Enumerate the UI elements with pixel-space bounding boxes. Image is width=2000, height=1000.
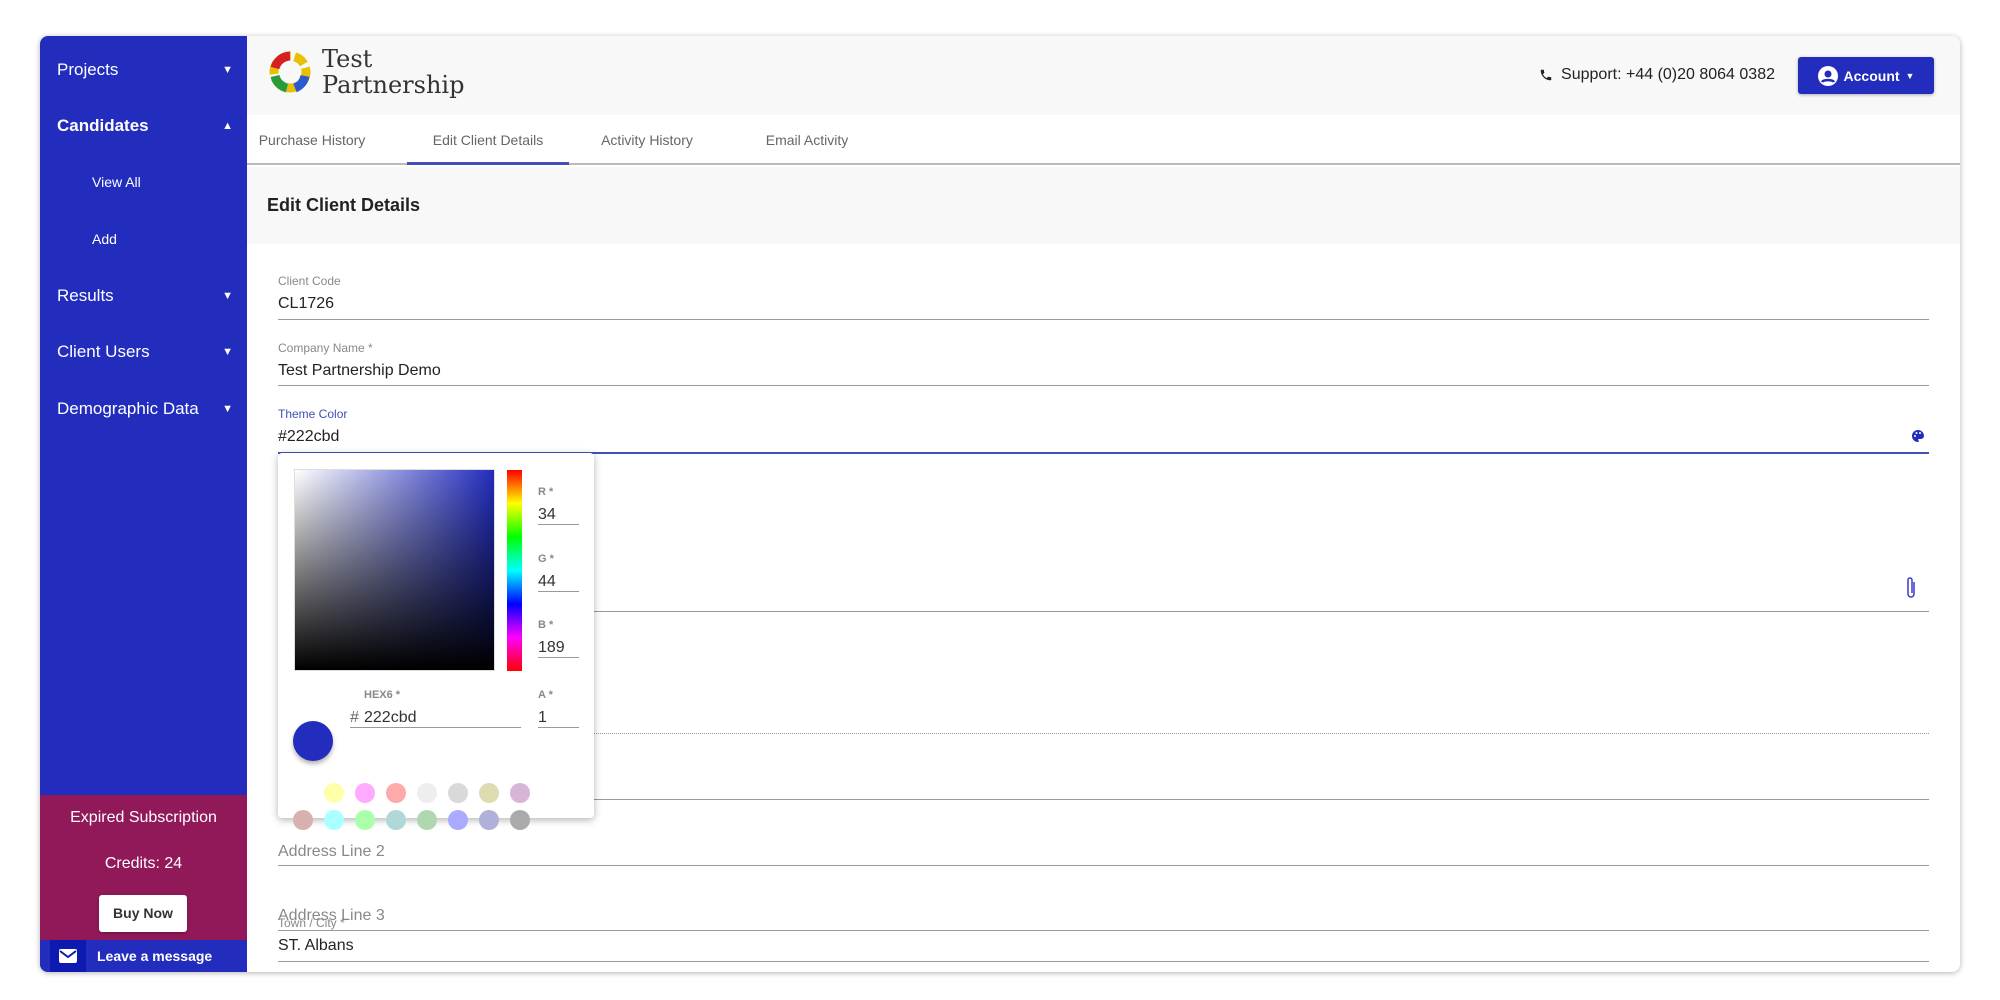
tab-edit-client-details[interactable]: Edit Client Details — [407, 115, 569, 165]
phone-icon — [1540, 69, 1552, 81]
sidebar-item-label: Demographic Data — [57, 399, 199, 418]
leave-message-button[interactable]: Leave a message — [40, 940, 247, 972]
color-swatch[interactable] — [324, 810, 344, 830]
field-label: Theme Color — [278, 407, 348, 421]
palette-icon[interactable] — [1911, 429, 1925, 448]
field-label: Company Name * — [278, 341, 373, 355]
color-swatch[interactable] — [355, 783, 375, 803]
field-value: #222cbd — [278, 428, 340, 445]
sidebar-item-results[interactable]: Results ▼ — [57, 286, 233, 306]
field-placeholder: Address Line 3 — [278, 907, 385, 924]
field-placeholder: Address Line 2 — [278, 843, 385, 860]
field-value: Test Partnership Demo — [278, 362, 441, 379]
sidebar-item-client-users[interactable]: Client Users ▼ — [57, 342, 233, 362]
sidebar-item-add[interactable]: Add — [92, 231, 117, 247]
field-value: ST. Albans — [278, 937, 354, 954]
color-swatch[interactable] — [479, 783, 499, 803]
tab-bar: Purchase History Edit Client Details Act… — [247, 115, 1960, 165]
hue-slider[interactable] — [507, 470, 522, 671]
tab-activity-history[interactable]: Activity History — [601, 132, 693, 148]
disabled-field — [278, 733, 1929, 735]
sidebar-item-projects[interactable]: Projects ▼ — [57, 60, 233, 80]
saturation-picker[interactable] — [294, 469, 495, 671]
tab-email-activity[interactable]: Email Activity — [765, 132, 849, 148]
sidebar-item-label: Projects — [57, 60, 119, 79]
address-line-2-field[interactable]: Address Line 2 — [278, 836, 1929, 868]
account-circle-icon — [1817, 65, 1838, 86]
account-label: Account — [1843, 67, 1900, 84]
logo-upload-field[interactable] — [278, 576, 1929, 616]
page-title-bar: Edit Client Details — [247, 167, 1960, 244]
color-swatch[interactable] — [324, 783, 344, 803]
paperclip-icon[interactable] — [1905, 576, 1917, 605]
field-label: Client Code — [278, 274, 341, 288]
color-swatch[interactable] — [448, 810, 468, 830]
logo-text: Test Partnership — [322, 45, 465, 99]
caret-down-icon: ▼ — [1905, 70, 1915, 81]
subscription-panel: Expired Subscription Credits: 24 Buy Now — [40, 795, 247, 940]
support-phone: Support: +44 (0)20 8064 0382 — [1539, 66, 1775, 84]
logo-icon — [267, 48, 313, 96]
address-line-3-field[interactable]: Address Line 3 — [278, 904, 1929, 936]
town-city-field[interactable]: Town / City * ST. Albans — [278, 916, 1929, 966]
sidebar-item-demographic-data[interactable]: Demographic Data ▼ — [57, 399, 233, 419]
color-preview — [293, 721, 333, 761]
color-swatch[interactable] — [479, 810, 499, 830]
sidebar-item-label: Results — [57, 286, 114, 305]
page-title: Edit Client Details — [267, 195, 421, 215]
color-swatch[interactable] — [510, 810, 530, 830]
client-code-field[interactable]: Client Code CL1726 — [278, 274, 1929, 324]
sidebar-item-label: Client Users — [57, 342, 150, 361]
color-swatch[interactable] — [417, 783, 437, 803]
address-line-1-field[interactable] — [278, 799, 1929, 801]
envelope-icon — [50, 940, 86, 972]
caret-down-icon: ▼ — [222, 64, 233, 76]
caret-down-icon: ▼ — [222, 290, 233, 302]
theme-color-field[interactable]: Theme Color #222cbd — [278, 407, 1929, 457]
subscription-status: Expired Subscription — [70, 809, 217, 826]
sidebar-item-label: Candidates — [57, 116, 149, 135]
field-value: CL1726 — [278, 295, 335, 312]
support-text: Support: +44 (0)20 8064 0382 — [1561, 66, 1775, 83]
caret-up-icon: ▲ — [222, 120, 233, 132]
buy-now-button[interactable]: Buy Now — [99, 895, 187, 932]
color-swatch[interactable] — [386, 810, 406, 830]
leave-message-label: Leave a message — [97, 948, 213, 964]
sidebar-item-candidates[interactable]: Candidates ▲ — [57, 116, 233, 136]
color-swatch[interactable] — [417, 810, 437, 830]
field-label: Town / City * — [278, 916, 345, 930]
color-swatch[interactable] — [386, 783, 406, 803]
color-swatch[interactable] — [448, 783, 468, 803]
color-swatch[interactable] — [355, 810, 375, 830]
caret-down-icon: ▼ — [222, 403, 233, 415]
color-swatch[interactable] — [510, 783, 530, 803]
company-name-field[interactable]: Company Name * Test Partnership Demo — [278, 341, 1929, 391]
caret-down-icon: ▼ — [222, 346, 233, 358]
account-button[interactable]: Account ▼ — [1798, 57, 1934, 94]
color-picker-popup: R * 34 G * 44 B * 189 HEX6 * #222cbd A * 1 — [278, 453, 594, 830]
tab-purchase-history[interactable]: Purchase History — [258, 132, 366, 148]
header: Test Partnership Support: +44 (0)20 8064 … — [247, 36, 1960, 115]
credits-count: Credits: 24 — [104, 855, 183, 872]
sidebar: Projects ▼ Candidates ▲ View All Add Resul… — [40, 36, 247, 972]
color-swatch[interactable] — [293, 810, 313, 830]
app-window: Projects ▼ Candidates ▲ View All Add Resul… — [40, 36, 1960, 972]
sidebar-item-view-all[interactable]: View All — [92, 174, 141, 190]
